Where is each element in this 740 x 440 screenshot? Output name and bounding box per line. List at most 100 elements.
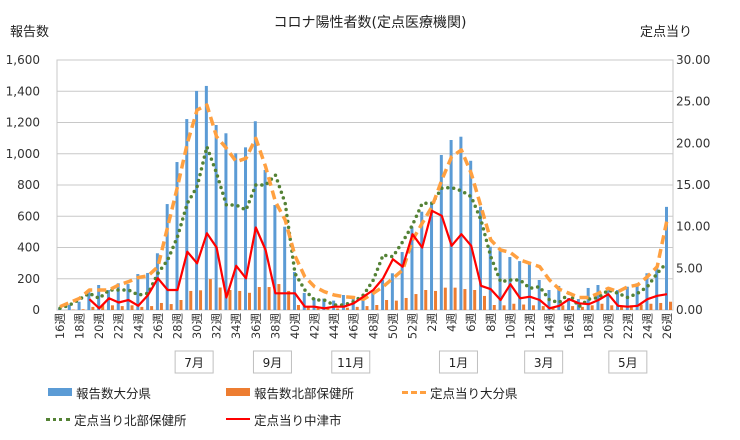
legend-swatch-dashed bbox=[402, 390, 426, 394]
x-tick-label: 26週 bbox=[660, 313, 674, 340]
bar-hokubu bbox=[199, 290, 203, 310]
bar-oita bbox=[77, 301, 81, 310]
bar-hokubu bbox=[228, 290, 232, 310]
bar-oita bbox=[136, 274, 140, 310]
bar-hokubu bbox=[463, 289, 467, 310]
legend-item-dashed-line: 定点当り大分県 bbox=[402, 383, 518, 401]
bar-oita bbox=[518, 261, 522, 310]
x-tick-label: 6週 bbox=[464, 313, 478, 332]
bar-hokubu bbox=[326, 308, 330, 310]
bar-hokubu bbox=[277, 284, 281, 310]
x-tick-label: 20週 bbox=[92, 313, 106, 340]
bar-hokubu bbox=[355, 306, 359, 310]
bar-oita bbox=[469, 160, 473, 310]
bar-oita bbox=[596, 285, 600, 310]
bar-hokubu bbox=[120, 306, 124, 310]
bar-oita bbox=[381, 280, 385, 310]
bar-oita bbox=[204, 85, 208, 310]
month-label-box bbox=[438, 350, 478, 374]
x-tick-label: 14週 bbox=[543, 313, 557, 340]
bar-oita bbox=[116, 283, 120, 310]
bar-oita bbox=[557, 285, 561, 310]
bar-hokubu bbox=[512, 303, 516, 310]
legend-label: 報告数北部保健所 bbox=[254, 385, 355, 401]
bar-hokubu bbox=[629, 305, 633, 310]
bar-hokubu bbox=[561, 305, 565, 310]
x-tick-label: 4週 bbox=[445, 313, 459, 332]
bar-hokubu bbox=[659, 302, 663, 310]
legend-swatch-orange bbox=[226, 388, 250, 396]
bar-oita bbox=[645, 273, 649, 310]
bar-hokubu bbox=[522, 304, 526, 310]
bar-hokubu bbox=[375, 305, 379, 310]
plot-border bbox=[56, 59, 674, 311]
bar-hokubu bbox=[473, 290, 477, 310]
bar-oita bbox=[341, 295, 345, 310]
legend-swatch-blue bbox=[48, 388, 72, 396]
bar-hokubu bbox=[590, 305, 594, 310]
bar-hokubu bbox=[140, 306, 144, 310]
bar-hokubu bbox=[394, 300, 398, 310]
bar-hokubu bbox=[649, 303, 653, 310]
y-tick-label-right: 25.00 bbox=[676, 95, 710, 109]
bar-oita bbox=[126, 284, 130, 310]
bar-hokubu bbox=[580, 306, 584, 310]
bar-oita bbox=[567, 297, 571, 310]
bar-oita bbox=[665, 206, 668, 310]
bar-hokubu bbox=[541, 306, 545, 310]
bar-hokubu bbox=[248, 292, 252, 310]
bar-oita bbox=[312, 297, 316, 310]
x-tick-label: 40週 bbox=[288, 313, 302, 340]
x-tick-label: 18週 bbox=[73, 313, 87, 340]
y-tick-label-left: 400 bbox=[17, 241, 40, 255]
y-tick-label-left: 1,600 bbox=[6, 53, 40, 67]
bar-oita bbox=[244, 147, 248, 310]
bar-hokubu bbox=[453, 287, 457, 310]
bar-hokubu bbox=[336, 308, 340, 310]
bar-hokubu bbox=[189, 290, 193, 310]
legend-item-blue-bars: 報告数大分県 bbox=[48, 383, 151, 401]
bar-oita bbox=[439, 155, 443, 310]
bar-oita bbox=[371, 290, 375, 310]
x-tick-label: 20週 bbox=[601, 313, 615, 340]
x-tick-label: 2週 bbox=[425, 313, 439, 332]
bar-oita bbox=[576, 299, 580, 310]
bar-oita bbox=[537, 280, 541, 310]
bar-oita bbox=[292, 272, 296, 310]
bar-oita bbox=[302, 292, 306, 310]
y-tick-label-right: 10.00 bbox=[676, 220, 710, 234]
bar-oita bbox=[332, 300, 336, 310]
x-tick-label: 12週 bbox=[523, 313, 537, 340]
bar-oita bbox=[234, 153, 238, 310]
month-label-box bbox=[331, 350, 371, 374]
bar-oita bbox=[146, 272, 150, 310]
x-tick-label: 34週 bbox=[229, 313, 243, 340]
month-label: 3月 bbox=[534, 356, 554, 370]
bar-oita bbox=[400, 252, 404, 310]
y-tick-label-left: 0 bbox=[32, 303, 40, 317]
legend-label: 定点当り北部保健所 bbox=[74, 412, 187, 428]
bar-oita bbox=[283, 226, 287, 310]
x-tick-label: 22週 bbox=[112, 313, 126, 340]
line-oita-dashed bbox=[59, 103, 669, 309]
legend-label: 定点当り中津市 bbox=[254, 412, 342, 428]
bar-hokubu bbox=[130, 305, 134, 310]
bar-oita bbox=[527, 261, 531, 310]
x-tick-label: 48週 bbox=[366, 313, 380, 340]
bar-hokubu bbox=[306, 306, 310, 310]
bar-hokubu bbox=[287, 290, 291, 310]
left-axis-title: 報告数 bbox=[10, 25, 50, 40]
x-tick-label: 16週 bbox=[562, 313, 576, 340]
line-nakatsu bbox=[88, 209, 668, 310]
bar-oita bbox=[616, 290, 620, 310]
bar-hokubu bbox=[316, 307, 320, 310]
y-tick-label-right: 30.00 bbox=[676, 53, 710, 67]
bar-oita bbox=[430, 201, 434, 310]
line-hokubu-dotted bbox=[58, 144, 669, 311]
bar-hokubu bbox=[101, 304, 105, 310]
bar-hokubu bbox=[257, 287, 261, 310]
bar-hokubu bbox=[600, 303, 604, 310]
bar-hokubu bbox=[81, 309, 85, 310]
y-tick-label-right: 5.00 bbox=[676, 261, 703, 275]
bar-oita bbox=[253, 121, 257, 310]
